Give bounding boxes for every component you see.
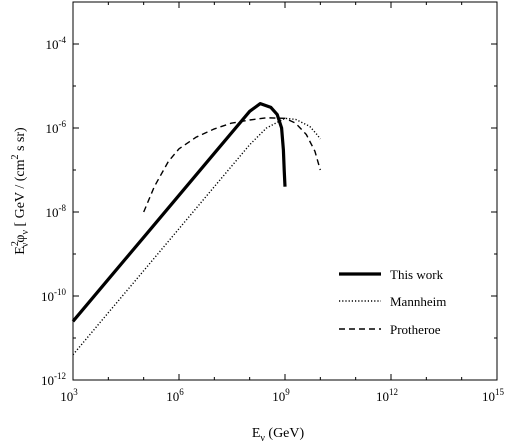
series-line-protheroe [143,117,321,213]
series-line-this-work [71,101,287,323]
x-tick-label: 109 [272,387,290,404]
x-axis-label: Eν (GeV) [252,426,305,444]
legend: This work Mannheim Protheroe [339,267,446,337]
legend-label-this-work: This work [390,267,444,282]
axis-tick-labels: 103 106 109 1012 1015 10-4 10-6 10-8 10-10 10-12 [41,35,505,404]
axis-ticks [72,1,498,381]
x-tick-label: 106 [166,387,184,404]
legend-label-mannheim: Mannheim [390,294,446,309]
x-tick-label: 1012 [376,387,398,404]
y-tick-label: 10-6 [46,119,67,136]
legend-label-protheroe: Protheroe [390,322,441,337]
y-tick-label: 10-8 [46,203,67,220]
x-tick-label: 103 [60,387,78,404]
series-lines [71,101,321,356]
x-tick-label: 1015 [482,387,505,404]
y-tick-label: 10-12 [41,371,66,388]
y-axis-label: E2νφν [ GeV / (cm2 s sr) [10,127,31,255]
y-tick-label: 10-4 [46,35,67,52]
y-tick-label: 10-10 [41,287,66,304]
